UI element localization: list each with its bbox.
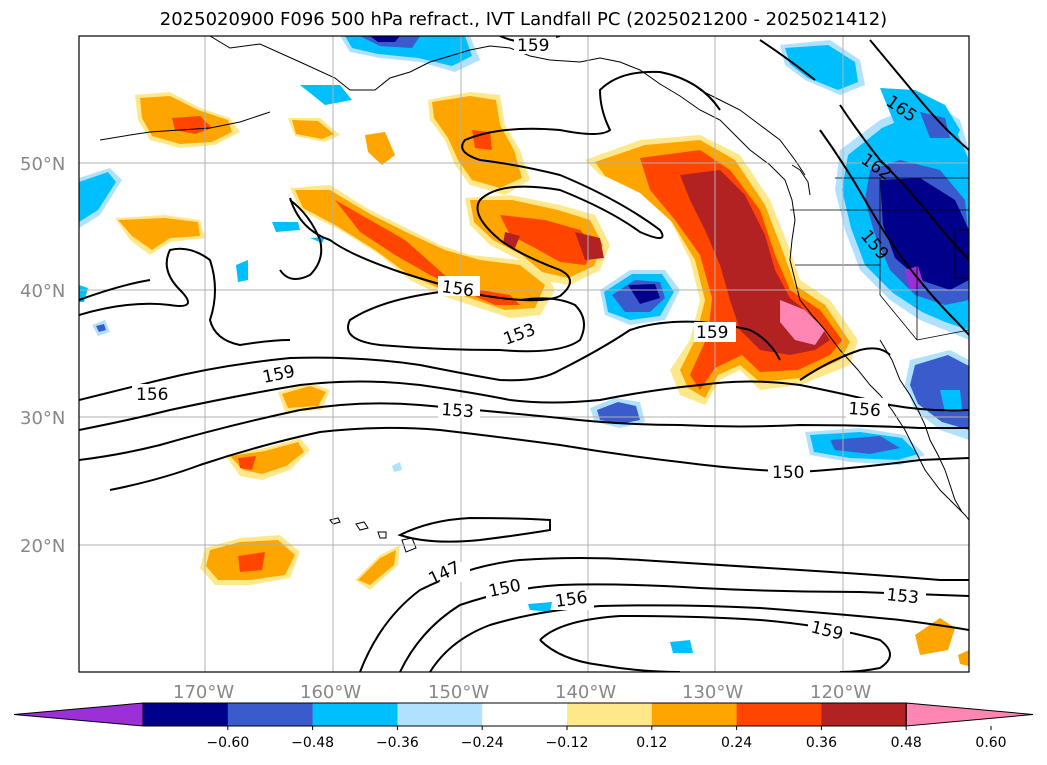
contour-label: 159 xyxy=(517,36,549,56)
colorbar-tick-label: 0.36 xyxy=(806,735,837,751)
colorbar-extend-min xyxy=(13,702,144,727)
positive-anomaly-regions xyxy=(115,92,969,666)
colorbar-tick-label: −0.60 xyxy=(206,735,249,751)
map-title: 2025020900 F096 500 hPa refract., IVT La… xyxy=(159,9,888,30)
contour-label: 153 xyxy=(441,400,475,422)
colorbar-segment xyxy=(397,703,483,726)
colorbar-tick-label: 0.12 xyxy=(636,735,667,751)
lat-label: 50°N xyxy=(20,154,65,175)
colorbar-segment xyxy=(312,703,398,726)
lon-label: 170°W xyxy=(173,682,234,703)
colorbar-segment xyxy=(567,703,653,726)
colorbar-segment xyxy=(736,703,822,726)
contour-label: 153 xyxy=(885,585,919,608)
colorbar-tick-label: −0.48 xyxy=(291,735,334,751)
colorbar-tick-label: 0.60 xyxy=(975,735,1006,751)
colorbar-tick-label: −0.12 xyxy=(546,735,589,751)
colorbar-segment xyxy=(482,703,568,726)
contour-label: 150 xyxy=(772,463,804,483)
contour-label: 156 xyxy=(440,277,475,301)
lon-label: 150°W xyxy=(428,682,489,703)
colorbar: −0.60 −0.48 −0.36 −0.24 −0.12 0.12 0.24 0.36 0.4… xyxy=(13,702,1034,751)
coastlines xyxy=(99,36,969,521)
lon-label: 120°W xyxy=(810,682,871,703)
map-content: 159 156 153 159 156 153 159 156 150 147 … xyxy=(79,36,969,672)
colorbar-segment xyxy=(143,703,229,726)
colorbar-tick-label: −0.36 xyxy=(376,735,419,751)
colorbar-tick-label: −0.24 xyxy=(461,735,504,751)
hawaii-islands xyxy=(329,517,417,553)
lat-label: 20°N xyxy=(20,536,65,557)
lon-label: 140°W xyxy=(555,682,616,703)
gridlines xyxy=(79,36,969,672)
lat-label: 30°N xyxy=(20,408,65,429)
state-borders xyxy=(790,177,969,341)
contour-label: 159 xyxy=(696,323,728,343)
colorbar-tick-label: 0.24 xyxy=(721,735,752,751)
colorbar-segment xyxy=(651,703,738,726)
map-frame xyxy=(78,35,970,673)
colorbar-segment xyxy=(227,703,314,726)
colorbar-extend-max xyxy=(905,702,1034,727)
lon-label: 130°W xyxy=(682,682,743,703)
colorbar-tick-label: 0.48 xyxy=(891,735,922,751)
colorbar-segment xyxy=(821,703,907,726)
lon-label: 160°W xyxy=(300,682,361,703)
contour-label: 156 xyxy=(848,399,882,421)
lat-label: 40°N xyxy=(20,281,65,302)
contour-label: 156 xyxy=(136,385,168,405)
contour-label: 156 xyxy=(554,588,589,612)
colorbar-border xyxy=(142,702,907,727)
